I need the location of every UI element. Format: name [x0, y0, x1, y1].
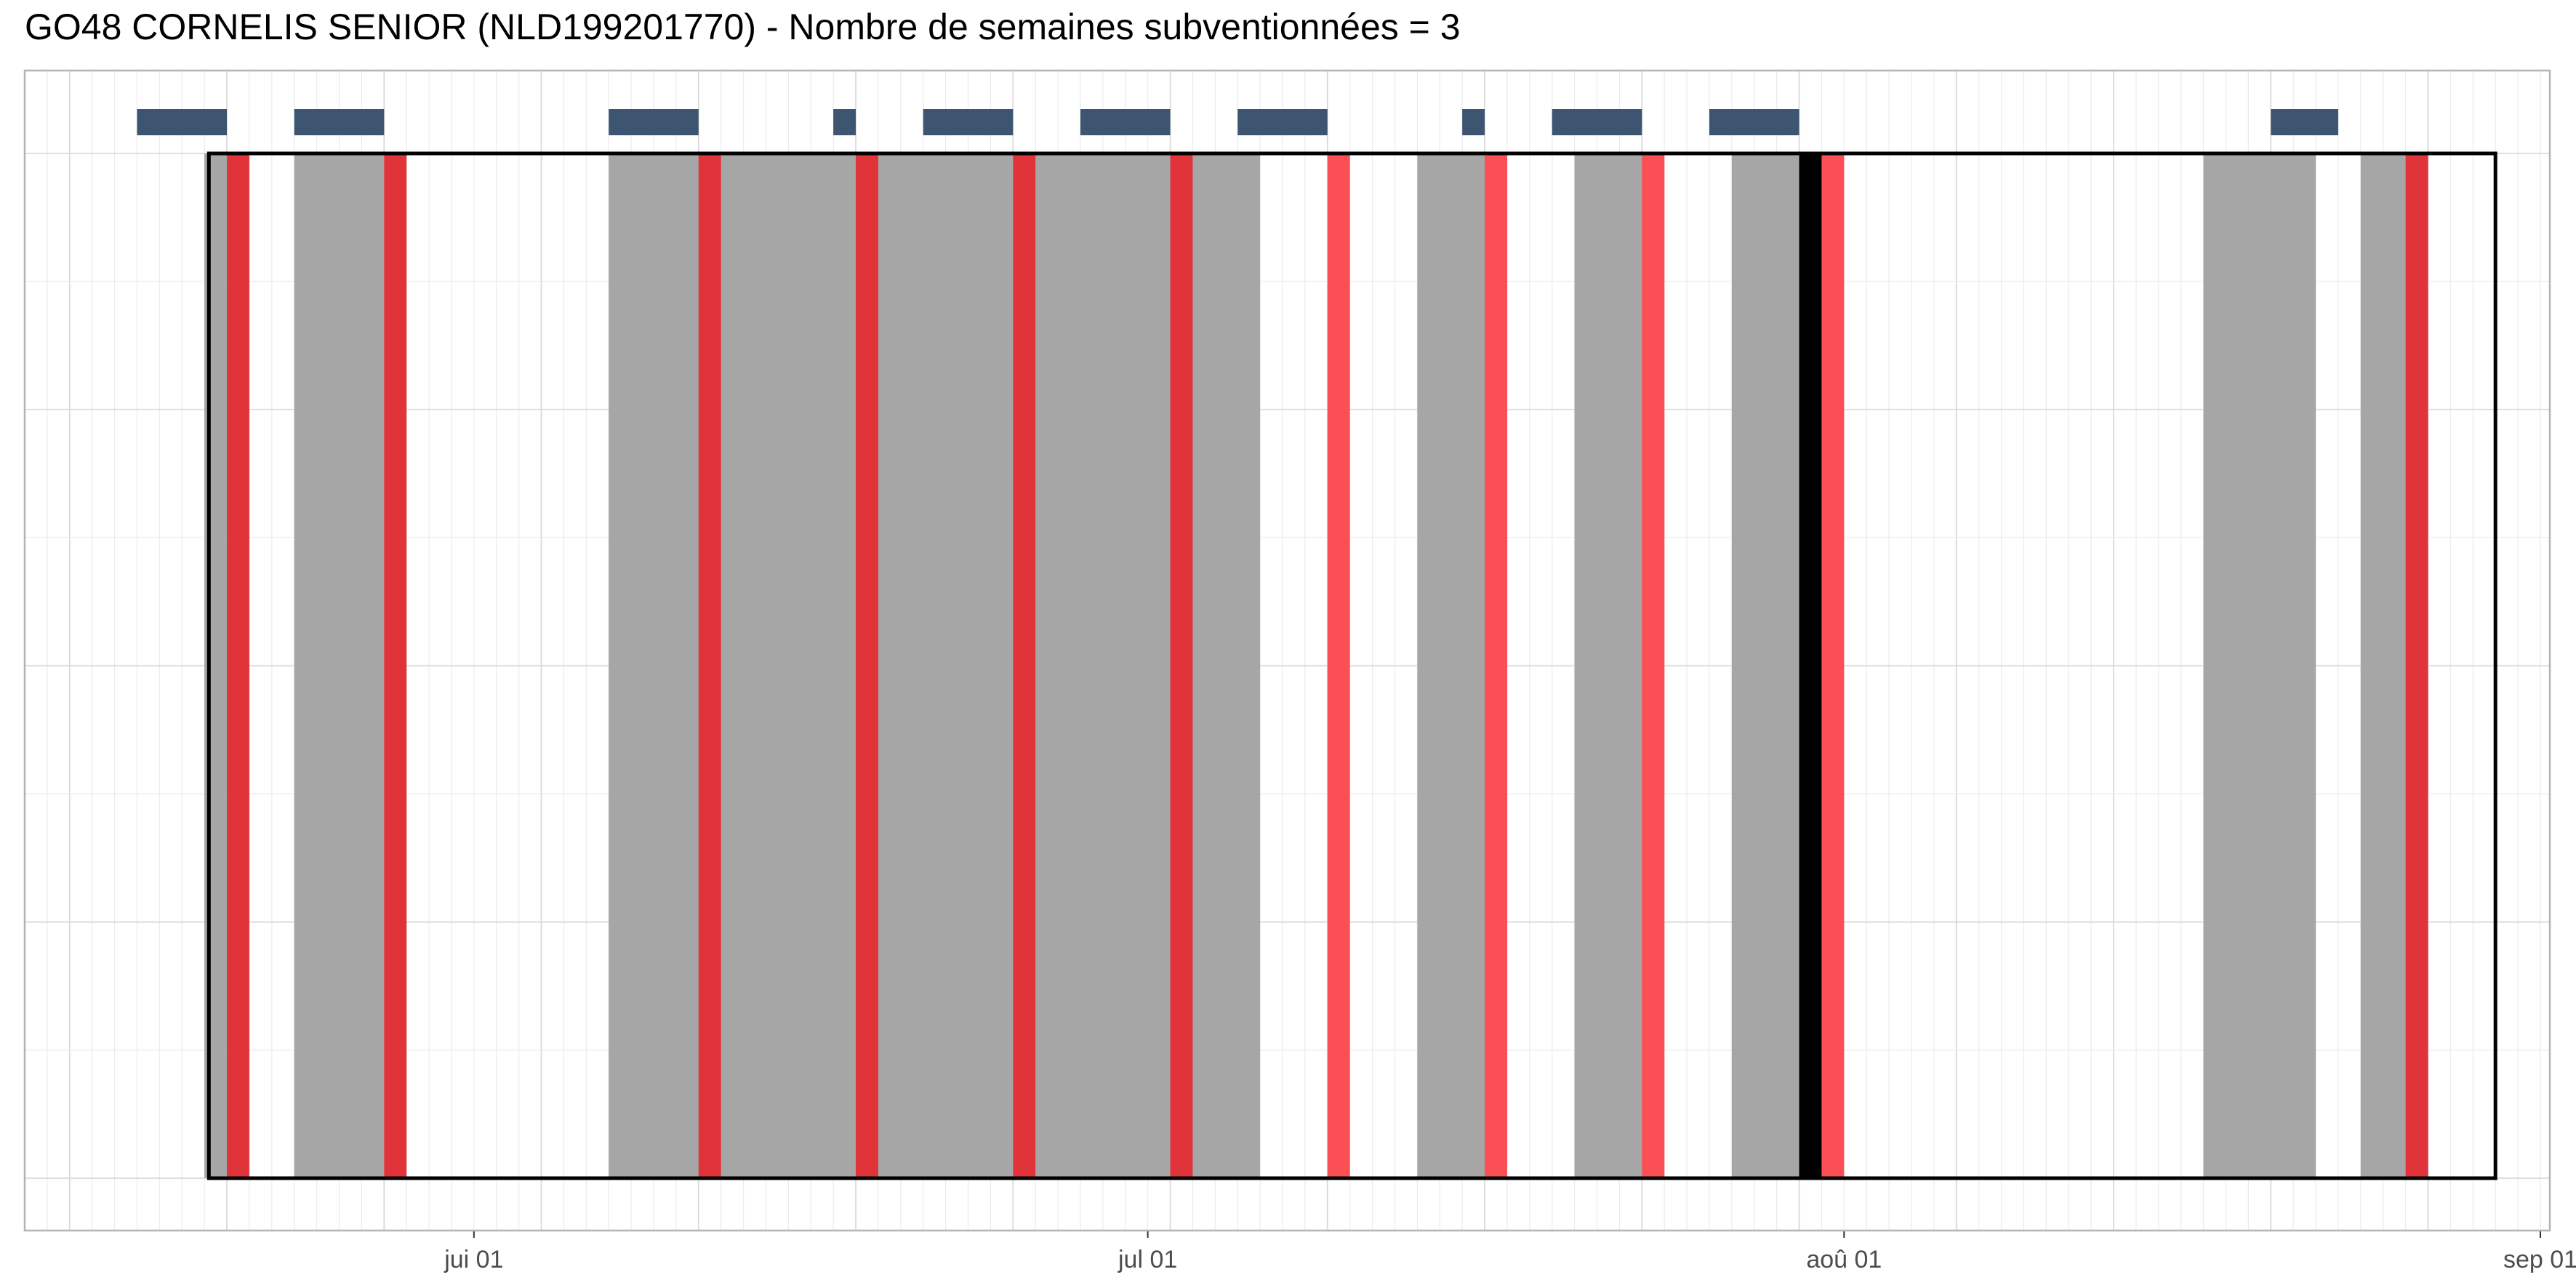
- period-layer: [206, 151, 2497, 1180]
- red-marker-bar: [1327, 153, 1350, 1178]
- top-bar: [1080, 109, 1171, 135]
- red-marker-bar: [1013, 153, 1036, 1178]
- red-marker-bar: [227, 153, 249, 1178]
- x-tick-label: sep 01: [2503, 1246, 2576, 1273]
- gray-period-bar: [1013, 153, 1171, 1178]
- x-axis-ticks: jui 01 jul 01 aoû 01 sep 01: [444, 1231, 2576, 1273]
- gray-period-bar: [1731, 153, 1799, 1178]
- red-marker-bar: [856, 153, 878, 1178]
- top-bars-layer: [137, 109, 2338, 135]
- x-tick-label: jui 01: [444, 1246, 503, 1273]
- top-bar: [294, 109, 385, 135]
- gray-period-bar: [609, 153, 856, 1178]
- top-bar: [137, 109, 228, 135]
- top-bar: [1709, 109, 1799, 135]
- top-bar: [923, 109, 1014, 135]
- red-marker-bar: [1485, 153, 1507, 1178]
- red-marker-bar: [698, 153, 721, 1178]
- red-marker-bar: [384, 153, 407, 1178]
- top-bar: [833, 109, 856, 135]
- top-bar: [609, 109, 699, 135]
- top-bar: [2271, 109, 2338, 135]
- x-tick-label: aoû 01: [1806, 1246, 1882, 1273]
- red-marker-bar: [2405, 153, 2428, 1178]
- red-marker-bar: [1642, 153, 1665, 1178]
- red-marker-bar: [1170, 153, 1193, 1178]
- x-tick-label: jul 01: [1118, 1246, 1177, 1273]
- chart-title: GO48 CORNELIS SENIOR (NLD199201770) - No…: [25, 7, 1461, 47]
- red-markers-layer: [227, 153, 2428, 1178]
- top-bar: [1237, 109, 1328, 135]
- top-bar: [1552, 109, 1642, 135]
- panel-border: [23, 69, 2551, 1232]
- black-markers-layer: [1799, 153, 1822, 1178]
- red-marker-bar: [1821, 153, 1845, 1178]
- black-marker-bar: [1799, 153, 1822, 1178]
- gray-period-bar: [2203, 153, 2316, 1178]
- gray-period-bar: [856, 153, 1014, 1178]
- period-outline: [206, 151, 2497, 1180]
- gray-period-bar: [294, 153, 385, 1178]
- top-bar: [1462, 109, 1485, 135]
